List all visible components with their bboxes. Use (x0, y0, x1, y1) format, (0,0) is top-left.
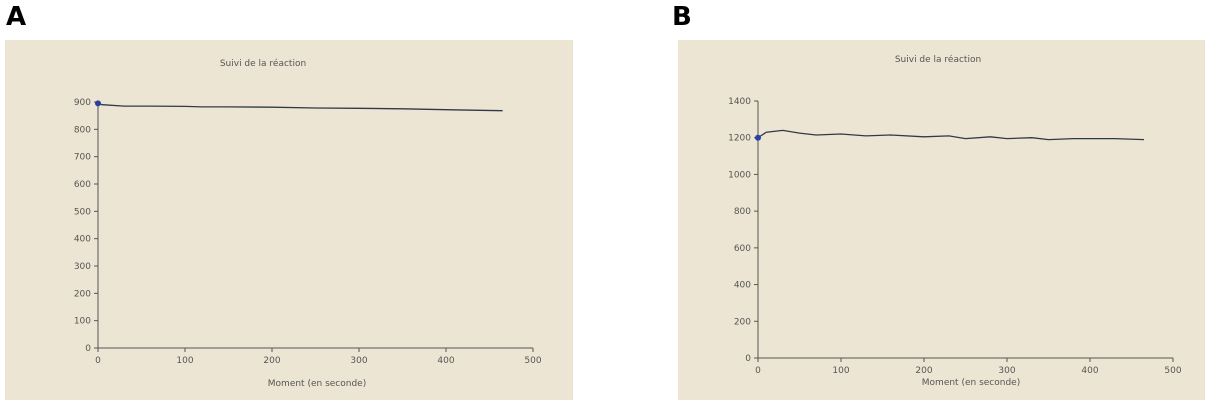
chart-a-y-tick-label: 600 (74, 180, 91, 190)
chart-b-start-marker (755, 134, 761, 141)
chart-a-y-tick-label: 700 (74, 153, 91, 163)
chart-b-background (678, 40, 1205, 400)
chart-a-y-tick-label: 500 (74, 207, 91, 217)
chart-a-series-line (97, 102, 503, 112)
panel-letter-b: B (672, 2, 692, 32)
chart-b-y-tick-label: 0 (745, 354, 751, 364)
chart-a-x-axis-title: Moment (en seconde) (268, 379, 366, 389)
chart-a-y-tick-label: 200 (74, 289, 91, 299)
chart-b-y-tick-label: 1000 (728, 170, 751, 180)
chart-a-y-tick-label: 300 (74, 262, 91, 272)
chart-a-x-tick-label: 400 (437, 356, 454, 366)
chart-b-x-tick-label: 100 (832, 366, 849, 376)
chart-a-x-tick-label: 200 (263, 356, 280, 366)
chart-b-series-line (757, 129, 1145, 141)
chart-a-x-tick-label: 0 (95, 356, 101, 366)
chart-b-x-tick-label: 500 (1164, 366, 1181, 376)
chart-b-y-tick-label: 200 (734, 317, 751, 327)
chart-a-y-tick-label: 900 (74, 98, 91, 108)
chart-b-x-tick-label: 0 (755, 366, 761, 376)
chart-a-x-tick-label: 300 (350, 356, 367, 366)
chart-a-background (5, 40, 573, 400)
chart-a-start-marker (95, 100, 101, 107)
panel-letter-a: A (6, 2, 27, 32)
chart-a-y-tick-label: 400 (74, 235, 91, 245)
chart-b-y-tick-label: 400 (734, 281, 751, 291)
chart-b-x-axis-title: Moment (en seconde) (922, 378, 1020, 388)
chart-a-title: Suivi de la réaction (220, 58, 306, 69)
chart-b-y-tick-label: 1400 (728, 97, 751, 107)
chart-a: Suivi de la réaction Moment (en seconde)… (5, 40, 573, 400)
chart-b-y-tick-label: 800 (734, 207, 751, 217)
chart-a-plot-area: 0 100 200 300 400 500 0 100 200 300 400 500 600 700 80… (74, 98, 542, 366)
chart-b-plot-area: 0 100 200 300 400 500 0 200 400 600 800 1000 1200 140… (728, 97, 1182, 376)
chart-a-y-tick-label: 0 (85, 344, 91, 354)
chart-b-x-tick-label: 300 (998, 366, 1015, 376)
chart-b-x-tick-label: 400 (1081, 366, 1098, 376)
chart-b-y-tick-label: 1200 (728, 134, 751, 144)
chart-b-y-tick-label: 600 (734, 244, 751, 254)
chart-a-y-tick-label: 800 (74, 125, 91, 135)
chart-b-x-tick-label: 200 (915, 366, 932, 376)
chart-a-x-tick-label: 500 (524, 356, 541, 366)
chart-b: Suivi de la réaction Moment (en seconde)… (678, 40, 1205, 400)
chart-b-title: Suivi de la réaction (895, 54, 981, 65)
chart-a-x-tick-label: 100 (176, 356, 193, 366)
chart-a-y-tick-label: 100 (74, 317, 91, 327)
